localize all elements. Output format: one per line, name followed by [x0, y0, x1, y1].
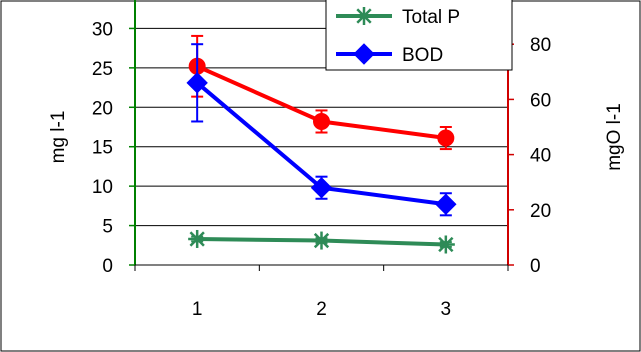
y-left-tick-label: 30 [92, 19, 113, 40]
y-left-tick-label: 35 [92, 0, 113, 1]
legend-item: Total P [336, 7, 460, 28]
legend-label: BOD [402, 45, 443, 66]
marker-stroke [313, 232, 330, 249]
data-point-marker [186, 72, 208, 94]
data-point-marker [437, 129, 455, 147]
x-tick-label: 1 [192, 299, 203, 320]
legend-label: Total P [402, 7, 460, 28]
legend: Total P BOD [325, 0, 513, 71]
y-left-tick-label: 0 [102, 256, 113, 277]
x-tick-label: 2 [316, 299, 327, 320]
y-left-tick-label: 20 [92, 98, 113, 119]
marker-stroke [356, 8, 372, 24]
data-point-marker [312, 231, 331, 250]
x-tick-label: 3 [441, 299, 452, 320]
series-bod [186, 43, 457, 217]
data-point-marker [435, 193, 457, 215]
marker-stroke [189, 231, 205, 247]
y-right-tick-label: 100 [530, 0, 562, 1]
series [186, 34, 457, 254]
y-left-tick-label: 5 [102, 217, 113, 238]
y-left-tick-label: 10 [92, 177, 113, 198]
marker-stroke [438, 236, 454, 253]
legend-item: BOD [336, 43, 443, 66]
y-right-tick-label: 80 [530, 35, 551, 56]
series-total-p [188, 229, 455, 254]
y-right-tick-label: 60 [530, 90, 551, 111]
data-point-marker [355, 7, 373, 25]
y-left-tick-label: 25 [92, 59, 113, 80]
y-right-tick-label: 0 [530, 256, 541, 277]
data-point-marker [310, 177, 333, 199]
legend-box [325, 0, 513, 71]
y-right-tick-label: 20 [530, 201, 551, 222]
y-left-tick-label: 15 [92, 138, 113, 159]
data-point-marker [436, 235, 455, 254]
y-left-axis-title: mg l-1 [48, 111, 69, 164]
data-point-marker [353, 43, 375, 65]
data-point-marker [313, 112, 330, 130]
y-right-tick-label: 40 [530, 146, 551, 167]
data-point-marker [188, 229, 207, 248]
y-right-axis-title: mgO l-1 [604, 103, 625, 171]
axes: 0 5 10 15 20 25 30 35 0 20 40 60 80 100 1 2 3 mg l-1 mgO l… [48, 0, 625, 320]
